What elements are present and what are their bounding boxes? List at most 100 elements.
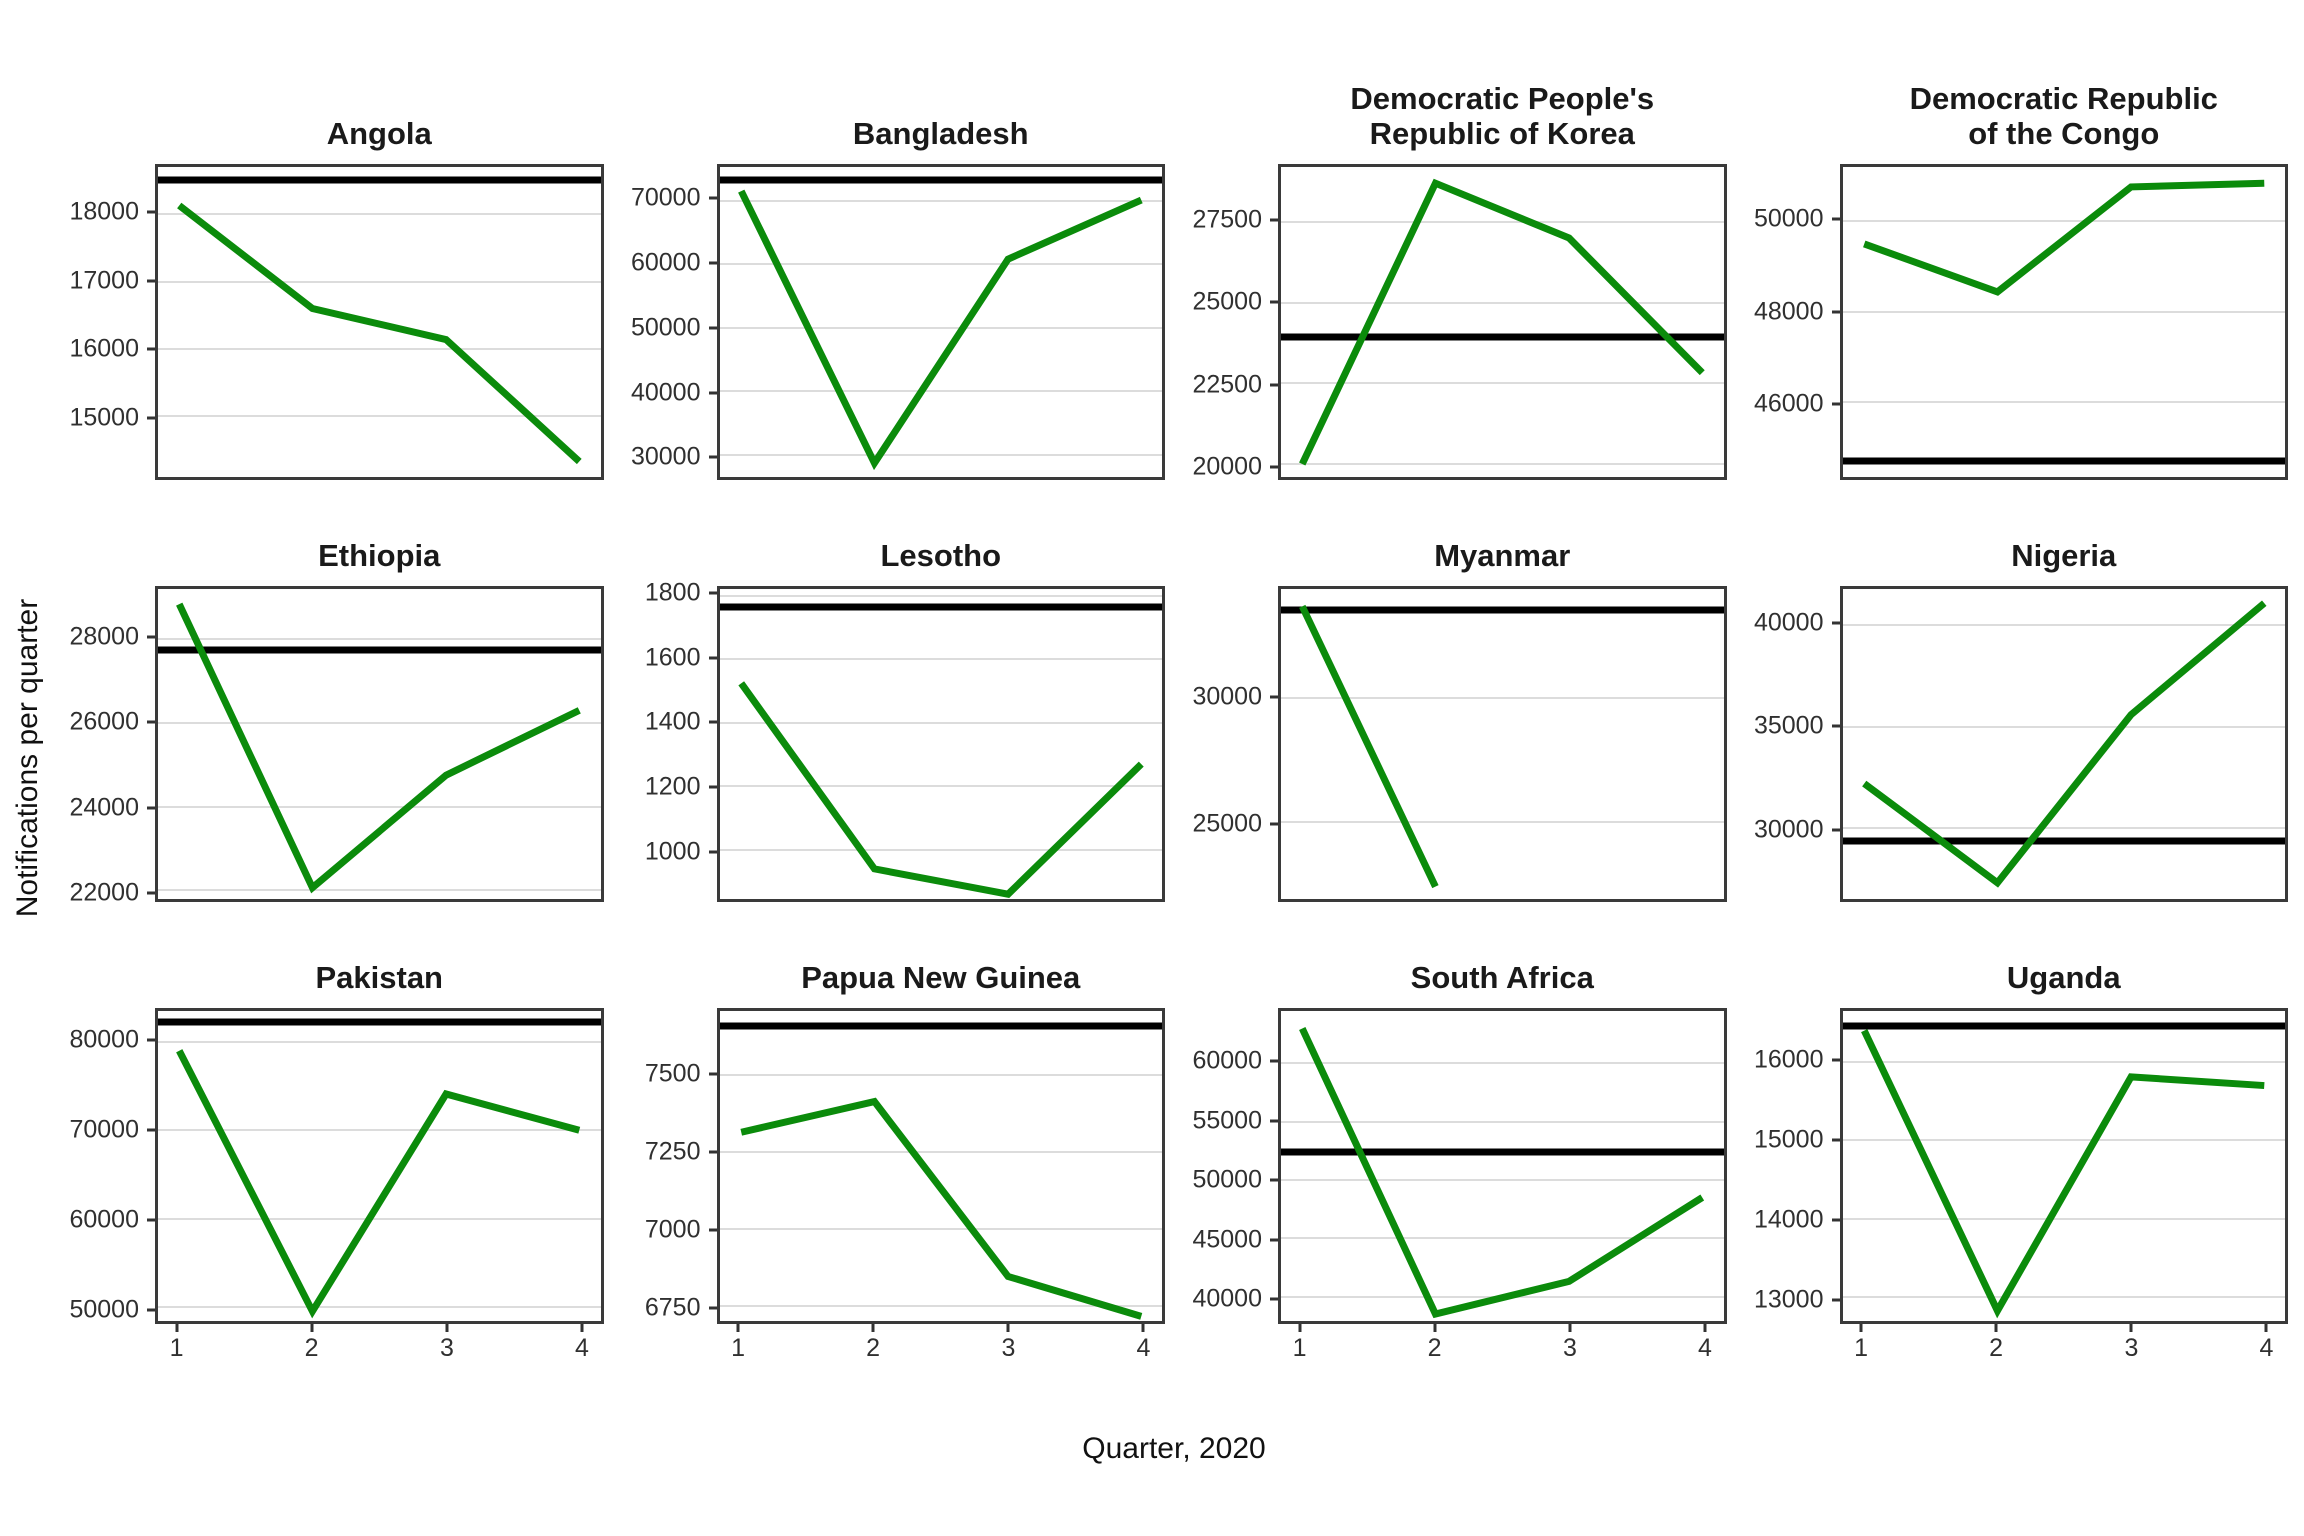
y-tick-mark [708,656,717,660]
gridline [1842,1296,2285,1299]
facet-title-line: of the Congo [1968,116,2160,152]
y-tick-label: 15000 [69,403,139,432]
y-tick-mark [1270,383,1278,387]
y-axis-gutter: 6750 7000 7250 7500 [622,1008,717,1324]
plot-panel [1839,586,2288,902]
y-tick-label: 13000 [1753,1285,1824,1314]
y-tick-label: 30000 [1753,815,1824,844]
y-tick-mark [1270,218,1278,222]
y-tick-label: 50000 [630,313,701,342]
y-tick-label: 24000 [69,793,139,822]
reference-line [1842,837,2285,845]
x-tick-mark [1433,1324,1437,1332]
facet-body: 40000 45000 50000 55000 60000 [1183,1008,1727,1324]
y-tick-label: 48000 [1753,297,1824,326]
x-tick-mark [2129,1324,2133,1332]
gridline [1842,1061,2285,1063]
facet-body: 30000 35000 40000 [1745,586,2288,902]
y-axis-gutter: 20000 22500 25000 27500 [1183,164,1278,480]
y-tick-mark [708,720,717,724]
facet-title-line: Lesotho [880,538,1002,574]
facet-body: 30000 40000 50000 60000 70000 [622,164,1165,480]
y-tick-label: 20000 [1192,452,1262,481]
trend-line [1843,589,2286,899]
data-line [741,683,1141,894]
x-tick-label: 4 [1136,1334,1151,1362]
y-tick-mark [708,455,717,459]
y-tick-mark [708,261,717,265]
facet-title: Angola [155,58,604,164]
y-tick-mark [1831,1298,1840,1302]
x-tick-label: 3 [2124,1334,2139,1362]
x-tick-mark [445,1324,449,1332]
y-tick-mark [1831,217,1840,221]
facet-title: Ethiopia [155,480,604,586]
y-tick-mark [147,1038,155,1041]
gridline [158,1040,601,1043]
gridline [1281,1237,1724,1240]
reference-line [719,1022,1162,1030]
reference-line [719,176,1162,184]
facet-pakistan: Pakistan 50000 60000 70000 80000 1 2 3 4 [60,902,604,1370]
y-tick-label: 25000 [1192,287,1262,316]
trend-line [158,167,601,477]
x-tick-label: 4 [2259,1334,2274,1362]
x-tick-mark [1141,1324,1145,1332]
y-tick-label: 16000 [1753,1045,1824,1074]
reference-line [1842,1022,2285,1030]
facet-body: 46000 48000 50000 [1745,164,2288,480]
trend-line [158,1011,601,1321]
facet-title: Lesotho [717,480,1166,586]
y-tick-label: 40000 [630,378,701,407]
x-tick-label: 3 [1001,1334,1016,1362]
x-tick-mark [310,1324,314,1332]
facet-nigeria: Nigeria 30000 35000 40000 [1745,480,2289,902]
y-tick-label: 22000 [69,878,139,907]
y-tick-mark [1270,822,1278,826]
trend-line [1281,589,1724,899]
y-tick-mark [1831,621,1840,625]
reference-line [1842,457,2285,465]
y-tick-label: 80000 [69,1025,139,1053]
y-tick-label: 14000 [1753,1205,1824,1234]
x-tick-mark [1298,1324,1302,1332]
gridline [719,263,1162,266]
trend-line [720,1011,1163,1321]
gridline [719,1304,1162,1307]
gridline [1842,624,2285,627]
facet-title: Pakistan [155,902,604,1008]
gridline [158,638,601,641]
y-tick-mark [1270,1119,1278,1123]
gridline [1842,310,2285,313]
gridline [158,415,601,418]
y-axis-gutter: 13000 14000 15000 16000 [1745,1008,1840,1324]
plot-panel [1839,164,2288,480]
reference-line [158,1018,601,1026]
y-tick-label: 22500 [1192,370,1262,399]
data-line [1864,183,2264,292]
x-tick-mark [871,1324,875,1332]
y-tick-mark [708,1150,717,1154]
y-tick-label: 40000 [1753,608,1824,637]
gridline [719,848,1162,851]
y-tick-mark [708,591,717,595]
y-tick-label: 7500 [644,1059,701,1088]
y-tick-mark [1831,1138,1840,1142]
y-tick-mark [147,210,155,214]
facet-title: Democratic People's Republic of Korea [1278,58,1727,164]
data-line [179,1051,579,1312]
x-tick-mark [1994,1324,1998,1332]
y-tick-mark [1831,724,1840,728]
gridline [719,199,1162,202]
y-tick-label: 30000 [630,442,701,471]
facet-title: Nigeria [1840,480,2289,586]
y-tick-mark [1270,1297,1278,1301]
y-tick-mark [1270,1238,1278,1242]
facet-title-line: Bangladesh [852,116,1029,152]
gridline [158,280,601,283]
facet-title-line: Nigeria [2011,538,2117,574]
y-axis-gutter: 30000 35000 40000 [1745,586,1840,902]
facet-bangladesh: Bangladesh 30000 40000 50000 60000 70000 [622,58,1165,480]
y-tick-mark [147,416,155,420]
